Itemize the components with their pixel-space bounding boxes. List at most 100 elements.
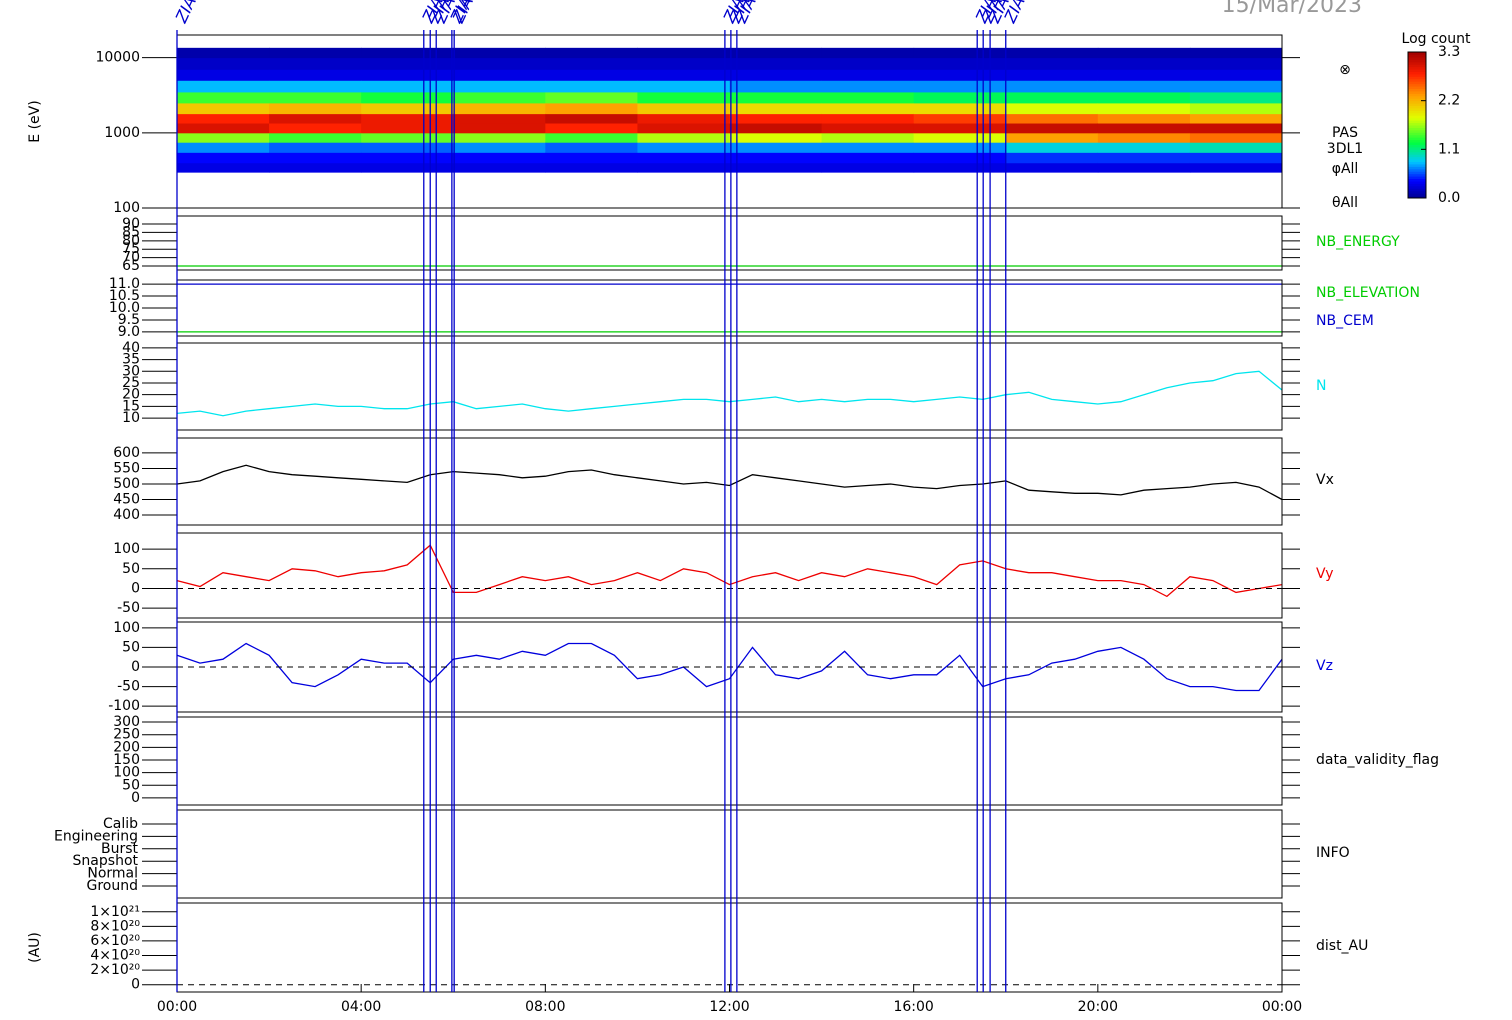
heatmap-cell xyxy=(269,80,362,93)
heatmap-cell xyxy=(361,152,454,164)
colorbar-step xyxy=(1408,56,1426,60)
colorbar-frame xyxy=(1407,51,1427,199)
y-tick-label: 1000 xyxy=(104,125,140,141)
heatmap-cell xyxy=(177,162,270,173)
heatmap-cell xyxy=(453,80,546,93)
panel-label: dist_AU xyxy=(1316,938,1368,954)
heatmap-cell xyxy=(545,57,638,70)
y-category-label: Calib xyxy=(103,816,138,832)
heatmap-cell xyxy=(729,162,823,173)
colorbar-tick-label: 0.0 xyxy=(1438,190,1460,206)
heatmap-cell xyxy=(453,123,546,134)
y-axis-label: E (eV) xyxy=(27,100,43,142)
colorbar-step xyxy=(1408,173,1426,177)
heatmap-cell xyxy=(637,91,730,104)
heatmap-cell xyxy=(821,80,915,93)
y-tick-label: 100 xyxy=(113,620,140,636)
colorbar-step xyxy=(1408,66,1426,70)
y-tick-label: 300 xyxy=(113,714,140,730)
colorbar-step xyxy=(1408,146,1426,150)
y-tick-label: 50 xyxy=(122,561,140,577)
heatmap-cell xyxy=(821,142,915,153)
colorbar-step xyxy=(1408,98,1426,102)
heatmap-cell xyxy=(1189,69,1283,81)
colorbar-step xyxy=(1408,105,1426,109)
heatmap-cell xyxy=(177,91,270,104)
y-tick-label: 30 xyxy=(122,363,140,379)
y-tick-label: 100 xyxy=(113,541,140,557)
heatmap-cell xyxy=(1097,123,1191,134)
heatmap-cell xyxy=(1189,80,1283,93)
series-label: N xyxy=(1316,378,1326,394)
colorbar-step xyxy=(1408,76,1426,80)
colorbar-step xyxy=(1408,59,1426,63)
heatmap-cell xyxy=(545,152,638,164)
y-axis-label: (AU) xyxy=(27,932,43,963)
colorbar-step xyxy=(1408,107,1426,111)
heatmap-cell xyxy=(361,57,454,70)
heatmap-cell xyxy=(637,80,730,93)
y-tick-label: -50 xyxy=(117,600,140,616)
annotation: PAS xyxy=(1332,125,1358,141)
y-category-label: Burst xyxy=(101,841,139,857)
series-label: Vz xyxy=(1316,658,1333,674)
heatmap-cell xyxy=(177,132,270,143)
heatmap-cell xyxy=(1005,132,1099,143)
colorbar-step xyxy=(1408,64,1426,68)
heatmap-cell xyxy=(821,102,915,115)
heatmap-cell xyxy=(637,162,730,173)
colorbar-step xyxy=(1408,52,1426,55)
heatmap-cell xyxy=(1005,162,1099,173)
heatmap-cell xyxy=(1097,80,1191,93)
heatmap-cell xyxy=(453,142,546,153)
heatmap-cell xyxy=(453,47,546,59)
colorbar-step xyxy=(1408,185,1426,189)
y-tick-label: 6×10²⁰ xyxy=(90,933,140,949)
heatmap-cell xyxy=(545,113,638,124)
colorbar-step xyxy=(1408,151,1426,155)
colorbar-step xyxy=(1408,195,1426,199)
heatmap-cell xyxy=(361,91,454,104)
x-tick-label: 04:00 xyxy=(341,999,381,1015)
heatmap-cell xyxy=(1189,123,1283,134)
heatmap-cell xyxy=(177,102,270,115)
heatmap-cell xyxy=(1189,162,1283,173)
heatmap-cell xyxy=(1005,69,1099,81)
heatmap-cell xyxy=(1189,132,1283,143)
colorbar-step xyxy=(1408,144,1426,148)
heatmap-cell xyxy=(361,132,454,143)
heatmap-cell xyxy=(1097,162,1191,173)
colorbar-tick-label: 1.1 xyxy=(1438,141,1460,157)
heatmap-cell xyxy=(269,57,362,70)
heatmap-cell xyxy=(637,47,730,59)
y-tick-label: 200 xyxy=(113,739,140,755)
heatmap-cell xyxy=(729,142,823,153)
heatmap-cell xyxy=(269,142,362,153)
y-tick-label: 8×10²⁰ xyxy=(90,918,140,934)
heatmap-cell xyxy=(177,152,270,164)
x-tick-label: 20:00 xyxy=(1078,999,1118,1015)
y-tick-label: 50 xyxy=(122,639,140,655)
heatmap-cell xyxy=(177,80,270,93)
y-tick-label: 550 xyxy=(113,460,140,476)
panel-label: data_validity_flag xyxy=(1316,752,1439,768)
heatmap-cell xyxy=(729,47,823,59)
colorbar-step xyxy=(1408,115,1426,119)
heatmap-cell xyxy=(913,132,1007,143)
series-label: Vx xyxy=(1316,472,1334,488)
heatmap-cell xyxy=(361,123,454,134)
heatmap-cell xyxy=(1005,102,1099,115)
colorbar-step xyxy=(1408,83,1426,87)
y-tick-label: 10.5 xyxy=(109,288,140,304)
colorbar-step xyxy=(1408,71,1426,75)
y-category-label: Normal xyxy=(87,866,138,882)
y-tick-label: -100 xyxy=(108,698,140,714)
heatmap-cell xyxy=(177,57,270,70)
heatmap-cell xyxy=(729,132,823,143)
colorbar-tick-label: 2.2 xyxy=(1438,93,1460,109)
colorbar-step xyxy=(1408,100,1426,104)
heatmap-cell xyxy=(453,162,546,173)
colorbar-step xyxy=(1408,139,1426,143)
panel-frame xyxy=(176,809,1283,899)
heatmap-cell xyxy=(913,69,1007,81)
